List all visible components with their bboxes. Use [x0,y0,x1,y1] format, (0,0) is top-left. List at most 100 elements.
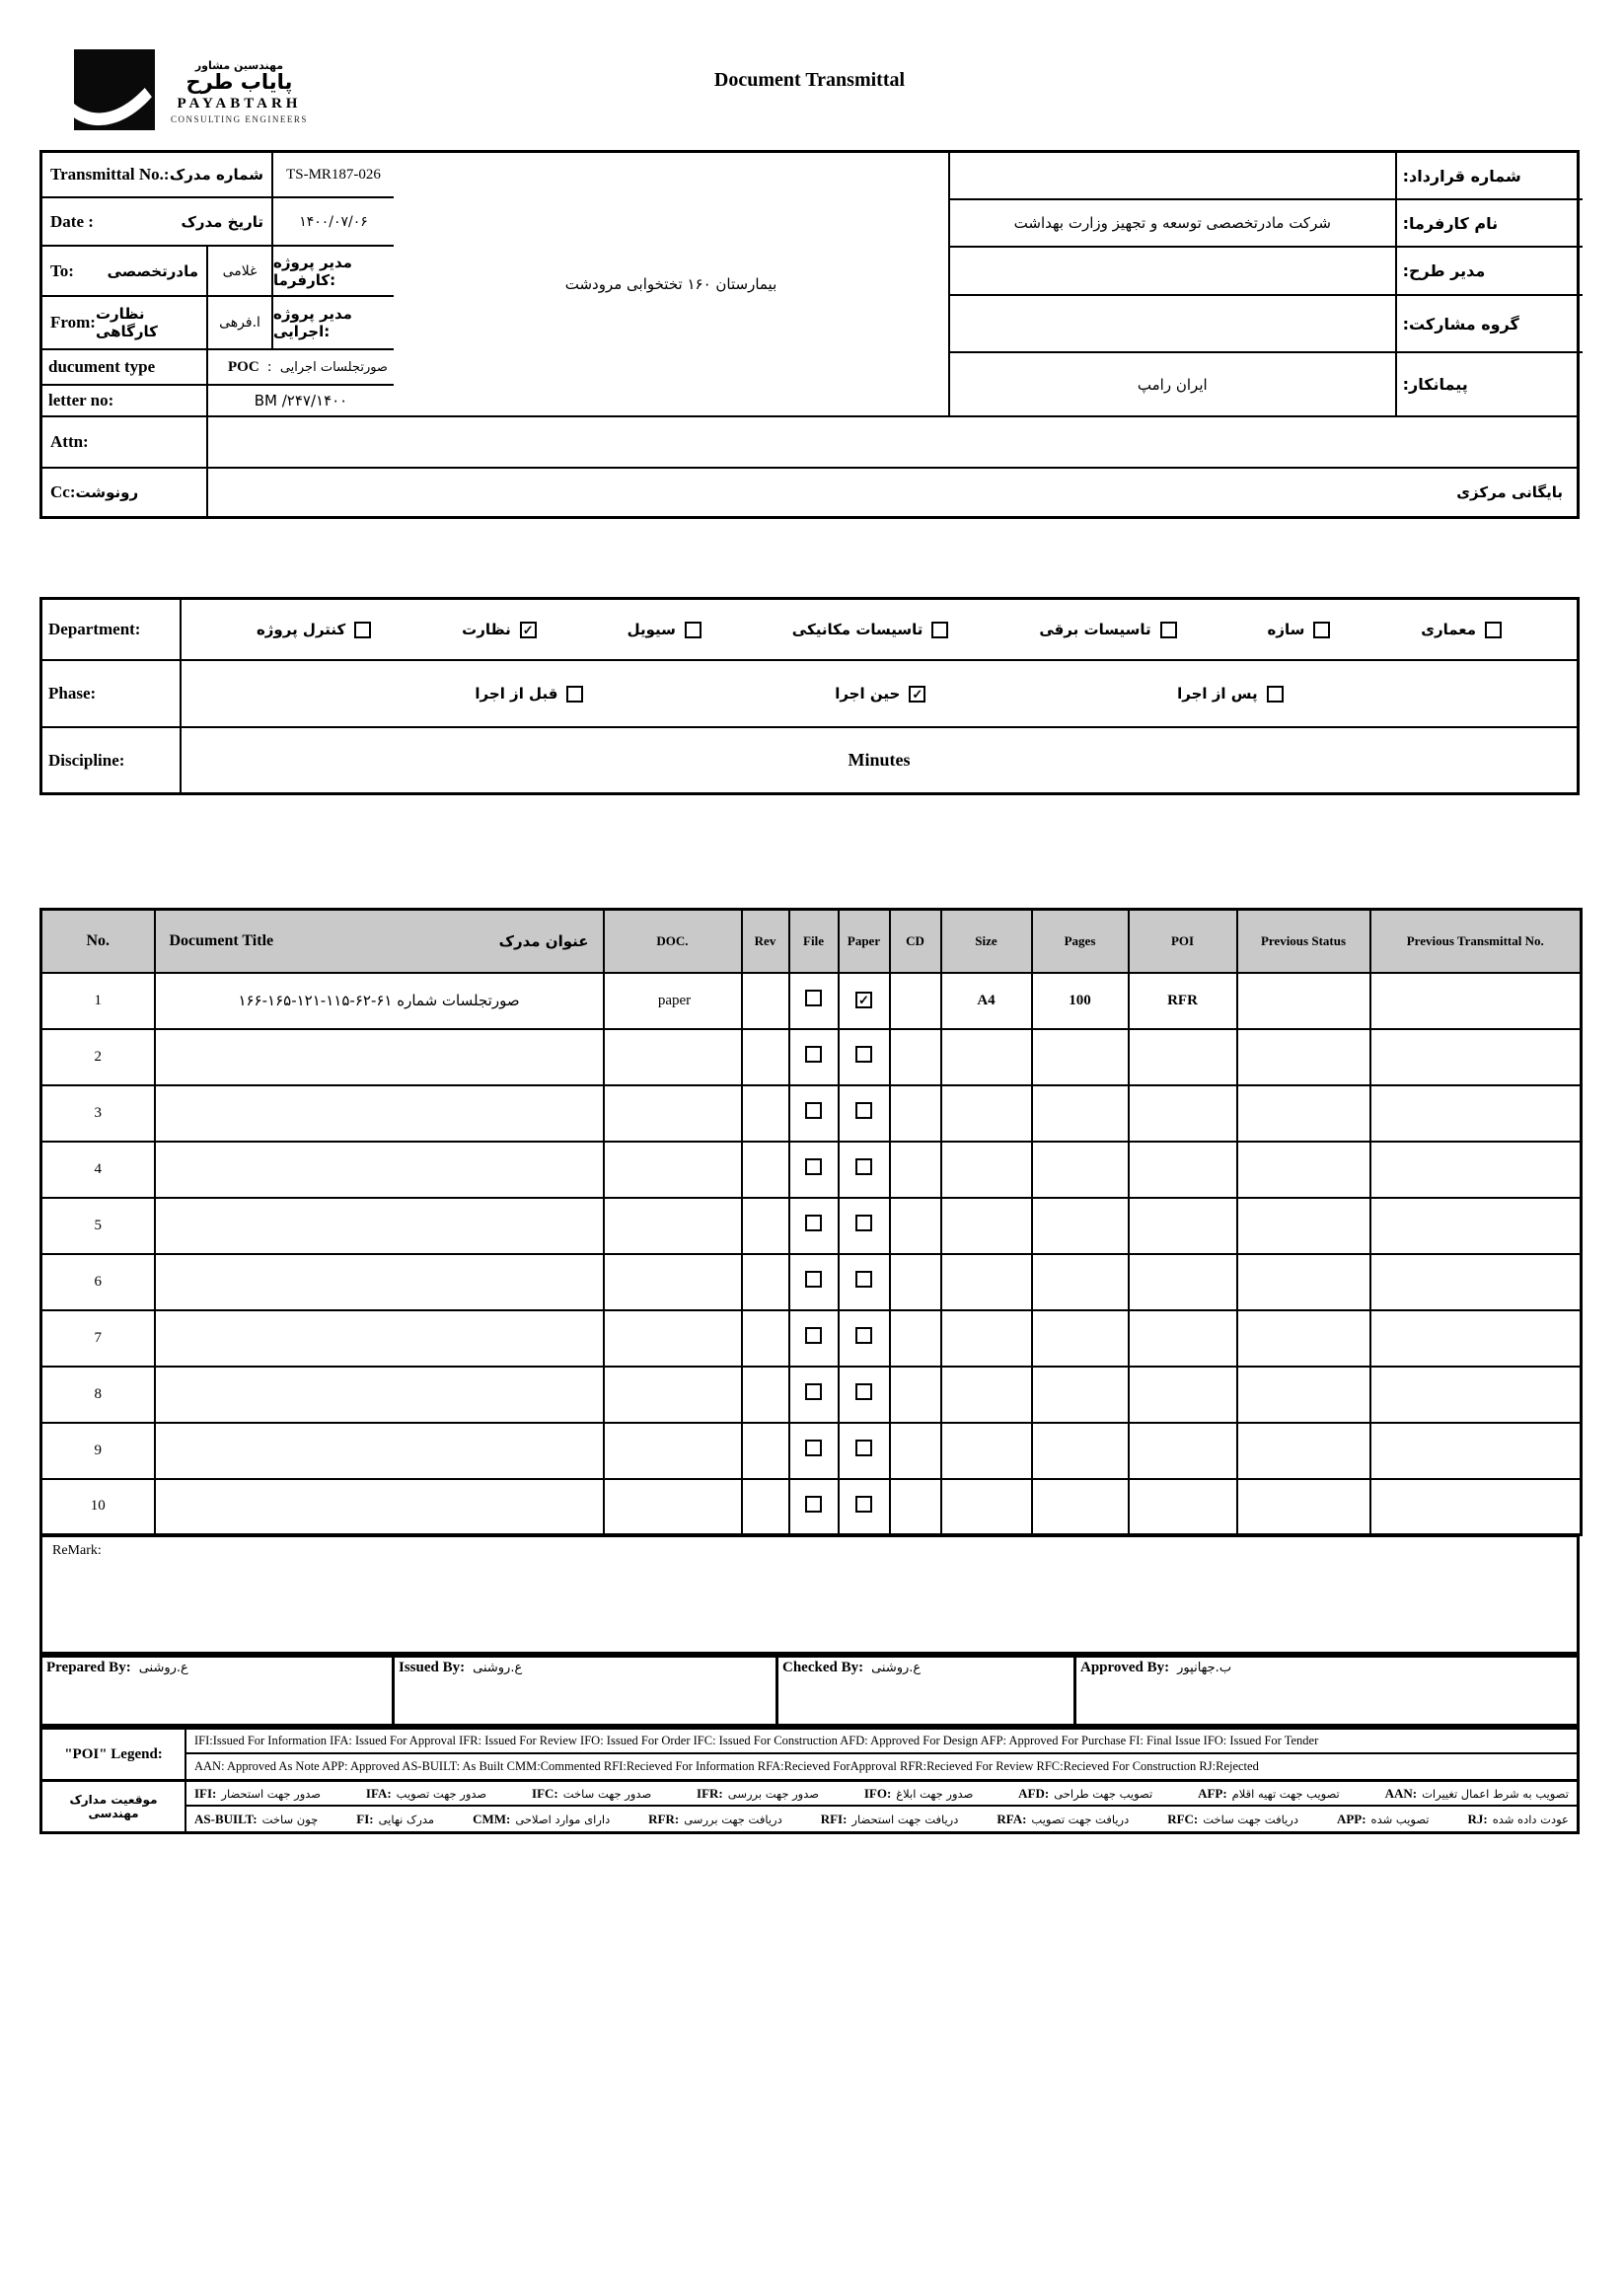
file-checkbox[interactable] [805,1271,822,1288]
row-no: 10 [39,1477,156,1536]
file-checkbox[interactable] [805,1158,822,1175]
legend-item-ifo: IFO: صدور جهت ابلاغ [863,1785,974,1801]
doctype-code: POC [228,358,259,375]
cc-value: بایگانی مرکزی [1456,483,1563,501]
col-header-doc: DOC. [602,908,743,974]
project-control-checkbox[interactable] [354,621,372,638]
row-doc [602,1421,743,1480]
row-poi [1127,1083,1238,1143]
row-size [939,1027,1033,1086]
legend-item-ifi: IFI: صدور جهت استحضار [194,1785,322,1801]
row-no: 4 [39,1140,156,1199]
to-person: غلامی [222,262,258,279]
row-prev-status [1235,1196,1371,1255]
row-pages [1030,1421,1130,1480]
row-poi [1127,1196,1238,1255]
row-file-cell [787,1140,840,1199]
row-cd [888,1140,942,1199]
electrical-checkbox[interactable] [1159,621,1177,638]
legend-item-ifr: IFR: صدور جهت بررسی [697,1785,820,1801]
file-checkbox[interactable] [805,1215,822,1231]
supervision-checkbox[interactable]: ✓ [519,621,537,638]
paper-checkbox[interactable] [855,1271,872,1288]
row-no: 8 [39,1365,156,1424]
row-doc [602,1252,743,1311]
legend-item-rfc: RFC: دریافت جهت ساخت [1167,1811,1298,1826]
plan-manager-label-cell: مدیر طرح: [1396,248,1583,296]
row-doc [602,1140,743,1199]
paper-checkbox[interactable] [855,1215,872,1231]
file-checkbox[interactable] [805,990,822,1006]
row-title [153,1421,605,1480]
row-poi [1127,1421,1238,1480]
poi-legend: "POI" Legend: IFI:Issued For Information… [39,1727,1580,1834]
paper-checkbox[interactable] [855,1327,872,1344]
legend-item-ifa: IFA: صدور جهت تصویب [365,1785,487,1801]
row-poi: RFR [1127,971,1238,1030]
row-pages [1030,1308,1130,1368]
from-role-cell: مدیر پروژه اجرایی: [273,297,394,348]
row-rev [740,1196,790,1255]
paper-checkbox[interactable] [855,1440,872,1456]
row-prev-transmittal [1368,971,1583,1030]
row-prev-status [1235,1365,1371,1424]
row-prev-transmittal [1368,1308,1583,1368]
company-fa-name: پایاب طرح [185,70,293,94]
row-rev [740,1365,790,1424]
civil-label: سیویل [627,621,676,638]
civil-checkbox[interactable] [684,621,701,638]
date-label-fa: تاریخ مدرک [181,212,263,231]
prepared-by-label: Prepared By: [46,1660,131,1675]
approved-by-label: Approved By: [1080,1660,1170,1675]
after-execution-checkbox[interactable] [1266,685,1284,703]
row-rev [740,1083,790,1143]
mechanical-checkbox[interactable] [931,621,949,638]
structure-checkbox[interactable] [1313,621,1331,638]
architecture-checkbox[interactable] [1485,621,1503,638]
file-checkbox[interactable] [805,1102,822,1119]
before-execution-checkbox[interactable] [566,685,584,703]
file-checkbox[interactable] [805,1495,822,1513]
to-role: مدیر پروژه کارفرما: [273,253,352,289]
paper-checkbox[interactable]: ✓ [855,992,872,1008]
row-rev [740,1421,790,1480]
table-row: 6 [39,1252,1583,1311]
project-control-label: کنترل پروژه [256,621,346,638]
paper-checkbox[interactable] [855,1158,872,1175]
during-execution-checkbox[interactable]: ✓ [909,685,926,703]
table-header-row: No. Document Title عنوان مدرک DOC. Rev F… [39,908,1583,974]
row-prev-transmittal [1368,1140,1583,1199]
file-checkbox[interactable] [805,1327,822,1344]
company-en-name: PAYABTARH [177,96,302,111]
issued-by-name: ع.روشنی [473,1661,523,1675]
file-checkbox[interactable] [805,1440,822,1456]
letterno-value-cell: BM /۲۴۷/۱۴۰۰ [208,386,394,415]
col-header-no: No. [39,908,156,974]
row-cd [888,1252,942,1311]
legend-item-rfa: RFA: دریافت جهت تصویب [997,1811,1130,1826]
row-title [153,1252,605,1311]
from-person-cell: ا.فرهی [208,297,273,348]
signatures-row: Prepared By: ع.روشنی Issued By: ع.روشنی … [39,1655,1580,1727]
paper-checkbox[interactable] [855,1495,872,1513]
table-row: 9 [39,1421,1583,1480]
row-file-cell [787,971,840,1030]
paper-checkbox[interactable] [855,1046,872,1063]
client-value-cell: شرکت مادرتخصصی توسعه و تجهیز وزارت بهداش… [950,200,1395,248]
document-list-table: No. Document Title عنوان مدرک DOC. Rev F… [39,908,1583,1536]
contract-no-value-cell [950,153,1395,200]
paper-checkbox[interactable] [855,1102,872,1119]
issued-by-cell: Issued By: ع.روشنی [395,1658,778,1724]
row-prev-transmittal [1368,1252,1583,1311]
row-no: 5 [39,1196,156,1255]
legend-item-afd: AFD: تصویب جهت طراحی [1018,1785,1153,1801]
from-person: ا.فرهی [219,315,260,331]
row-paper-cell [837,1083,891,1143]
file-checkbox[interactable] [805,1383,822,1400]
paper-checkbox[interactable] [855,1383,872,1400]
payabtarh-logo-icon [74,49,155,130]
file-checkbox[interactable] [805,1046,822,1063]
letterno-label-cell: letter no: [42,386,208,415]
attn-label-cell: Attn: [42,417,208,467]
partnership-value-cell [950,296,1395,353]
